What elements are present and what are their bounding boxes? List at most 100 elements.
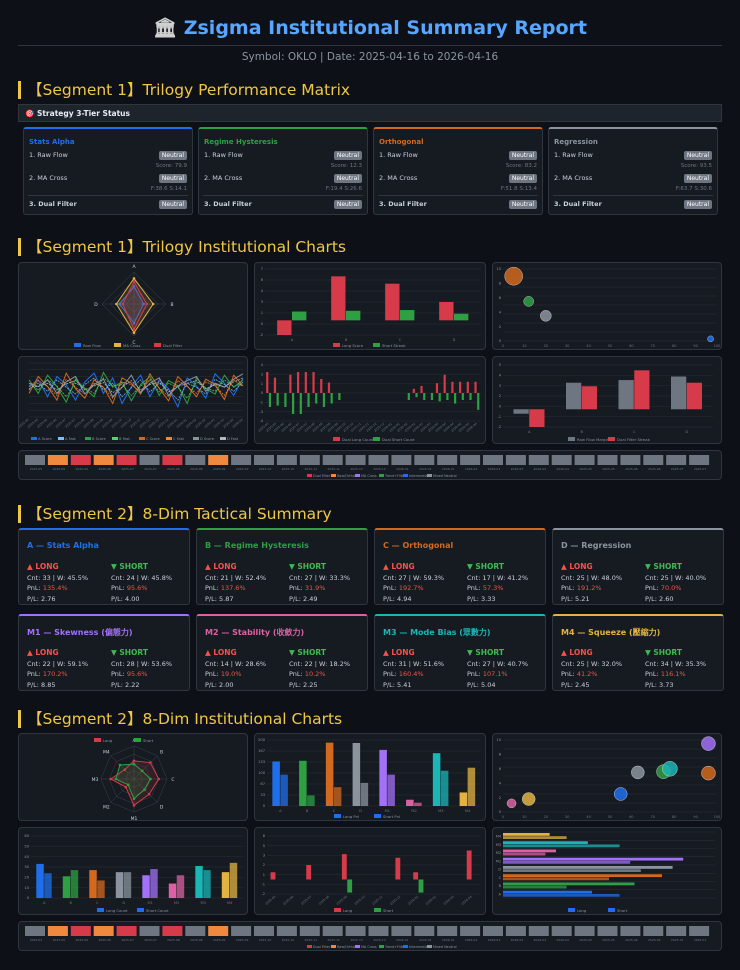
radar-point bbox=[157, 777, 161, 781]
strategy-row-label: 3. Dual Filter bbox=[554, 200, 602, 208]
x-tick-label: 90 bbox=[693, 815, 697, 819]
x-tick-label: 2025-10 bbox=[334, 422, 346, 433]
signal-cell-label: 2026-01 bbox=[396, 467, 409, 471]
bar-long bbox=[341, 854, 347, 880]
y-tick-label: 200 bbox=[258, 738, 266, 742]
y-tick-label: 2 bbox=[499, 394, 501, 398]
tactical-pnl-row: PnL: 31.9% bbox=[289, 583, 350, 594]
y-tick-label: M3 bbox=[496, 843, 501, 847]
signal-cell bbox=[208, 455, 229, 465]
pnl-label: PnL: bbox=[561, 584, 575, 592]
signal-cell bbox=[597, 455, 618, 465]
radar-point bbox=[151, 302, 155, 306]
bar-dual-short-count bbox=[438, 393, 441, 402]
y-tick-label: 33 bbox=[260, 793, 265, 797]
tactical-pnl-row: PnL: 191.2% bbox=[561, 583, 622, 594]
x-tick-label: B bbox=[581, 430, 584, 434]
y-tick-label: 8 bbox=[499, 282, 502, 286]
bar-long-count bbox=[115, 872, 124, 898]
bar-dual-long-count bbox=[327, 382, 331, 393]
legend-swatch bbox=[333, 437, 340, 441]
x-tick-label: M4 bbox=[227, 901, 233, 905]
x-tick-label: 2025-07 bbox=[288, 422, 300, 433]
x-tick-label: 2025-11 bbox=[358, 422, 370, 433]
tactical-name: C — Orthogonal bbox=[383, 541, 454, 550]
bar-short-pnl bbox=[387, 774, 395, 806]
status-badge: Neutral bbox=[683, 200, 712, 209]
bar-dual-short-count bbox=[415, 393, 418, 398]
radar-point bbox=[132, 280, 136, 283]
legend-swatch bbox=[85, 437, 91, 440]
pnl-value: 170.2% bbox=[42, 670, 68, 678]
bar-chart-8dim-count: 0 10 20 30 40 50 60 A B C D M1 M2 M3 M4 Long Count Short… bbox=[18, 827, 248, 915]
x-tick-label: 2026-04 bbox=[222, 418, 234, 429]
signal-cell bbox=[70, 926, 91, 936]
radar-point bbox=[109, 777, 113, 781]
x-tick-label: M4 bbox=[465, 809, 471, 813]
tactical-card: A — Stats Alpha ▲ LONG Cnt: 33 | W: 45.5% P… bbox=[18, 528, 190, 605]
signal-cell-label: 2025-06 bbox=[648, 938, 661, 942]
tactical-long-label: ▲ LONG bbox=[205, 648, 237, 657]
signal-cell bbox=[689, 926, 710, 936]
signal-cell bbox=[139, 926, 160, 936]
x-tick-label: D bbox=[122, 901, 125, 905]
pnl-label: PnL: bbox=[467, 584, 481, 592]
signal-cell bbox=[666, 926, 687, 936]
x-tick-label: 2025-06 bbox=[36, 418, 48, 429]
bar-long-score bbox=[385, 283, 400, 321]
tactical-count: Cnt: 28 | W: 53.6% bbox=[111, 659, 173, 668]
tactical-long-label: ▲ LONG bbox=[561, 648, 593, 657]
tactical-name: B — Regime Hysteresis bbox=[205, 541, 309, 550]
y-tick-label: 133 bbox=[258, 760, 265, 764]
legend-swatch bbox=[307, 474, 312, 477]
x-tick-label: 2025-09 bbox=[101, 418, 113, 429]
pnl-label: PnL: bbox=[289, 584, 303, 592]
x-tick-label: C bbox=[96, 901, 99, 905]
y-tick-label: 100 bbox=[258, 771, 266, 775]
tactical-count: Cnt: 25 | W: 32.0% bbox=[561, 659, 623, 668]
legend-label: B Fast bbox=[119, 437, 130, 441]
legend-swatch bbox=[74, 343, 81, 347]
signal-cell-label: 2026-02 bbox=[465, 938, 478, 942]
tactical-pnl-row: PnL: 70.0% bbox=[645, 583, 706, 594]
profit-loss-ratio: P/L: 8.85 bbox=[27, 680, 56, 689]
bar-short-pnl bbox=[414, 802, 422, 806]
strategy-card: Regime Hysteresis 1. Raw Flow Neutral Score… bbox=[198, 127, 368, 215]
x-tick-label: 30 bbox=[565, 344, 569, 348]
section-title-tactical-summary: 【Segment 2】8-Dim Tactical Summary bbox=[18, 505, 332, 523]
y-tick-label: 4 bbox=[261, 363, 264, 367]
legend-label: Short Pnl bbox=[383, 814, 400, 819]
x-tick-label: A bbox=[43, 901, 46, 905]
x-tick-label: 2025-11 bbox=[129, 418, 141, 429]
tactical-count: Cnt: 22 | W: 59.1% bbox=[27, 659, 89, 668]
bar-long-count bbox=[195, 865, 203, 898]
tactical-name: M3 — Mode Bias (眾數力) bbox=[383, 628, 491, 637]
x-tick-label: 0 bbox=[502, 815, 504, 819]
legend-label: D Fast bbox=[227, 437, 239, 441]
scatter-point bbox=[701, 765, 716, 781]
signal-cell-label: 2025-10 bbox=[259, 938, 272, 942]
signal-cell-label: 2026-03 bbox=[488, 467, 501, 471]
signal-cell bbox=[276, 926, 297, 936]
x-tick-label: 2025-07 bbox=[300, 895, 312, 906]
bar-dual-short-count bbox=[469, 393, 472, 400]
pnl-value: 57.3% bbox=[482, 584, 504, 592]
x-tick-label: 2025-09 bbox=[327, 422, 339, 433]
legend-swatch bbox=[608, 908, 615, 912]
signal-cell-label: 2025-05 bbox=[53, 467, 66, 471]
signal-cell bbox=[345, 455, 366, 465]
y-tick-label: -1 bbox=[261, 883, 265, 887]
y-tick-label: 2 bbox=[263, 863, 265, 867]
signal-cell-label: 2025-07 bbox=[144, 467, 157, 471]
bar-long-score bbox=[439, 302, 454, 321]
signal-cell-label: 2025-12 bbox=[350, 938, 363, 942]
y-tick-label: 6 bbox=[499, 296, 502, 300]
y-tick-label: -2 bbox=[259, 333, 263, 337]
status-badge: Neutral bbox=[508, 174, 537, 183]
x-tick-label: 2025-08 bbox=[83, 418, 95, 429]
x-tick-label: 2025-06 bbox=[282, 895, 294, 906]
tactical-name: A — Stats Alpha bbox=[27, 541, 99, 550]
hbar-short bbox=[503, 893, 620, 897]
x-tick-label: 2025-12 bbox=[148, 418, 160, 429]
legend-swatch bbox=[355, 474, 360, 477]
